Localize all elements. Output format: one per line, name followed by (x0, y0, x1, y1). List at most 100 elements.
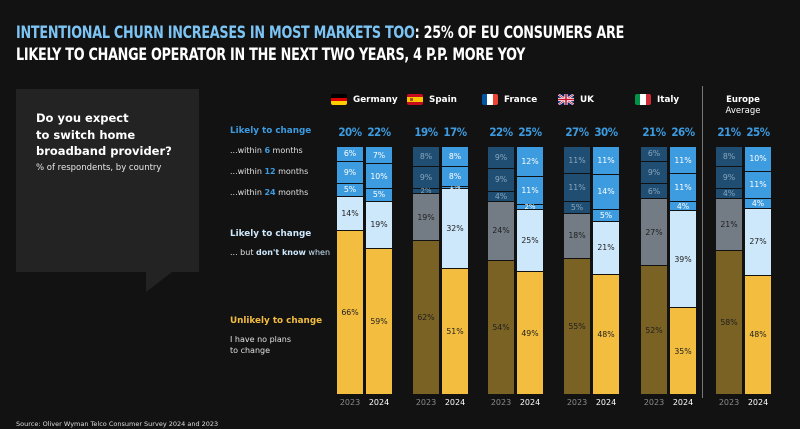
segment-value-label: 14% (341, 208, 359, 218)
country-label-germany: Germany (331, 94, 398, 105)
segment-unlikely: 59% (366, 247, 392, 394)
segment-value-label: 9% (647, 168, 661, 178)
flag-it-icon (635, 94, 651, 105)
segment-within-6: 7% (366, 146, 392, 164)
segment-within-12: 9% (413, 165, 439, 189)
likely-total-label: 17% (443, 125, 467, 139)
segment-within-24: 1% (442, 183, 468, 192)
segment-value-label: 54% (492, 323, 510, 333)
segment-value-label: 4% (751, 199, 765, 209)
segment-unlikely: 48% (745, 274, 771, 394)
segment-value-label: 11% (674, 155, 692, 165)
segment-dont-know: 39% (670, 210, 696, 308)
segment-within-12: 9% (337, 160, 363, 184)
page-title: INTENTIONAL CHURN INCREASES IN MOST MARK… (16, 22, 624, 66)
segment-within-12: 9% (716, 165, 742, 189)
segment-value-label: 32% (446, 223, 464, 233)
segment-dont-know: 32% (442, 188, 468, 268)
year-label: 2023 (490, 398, 512, 407)
segment-within-6: 11% (670, 146, 696, 174)
segment-value-label: 12% (521, 157, 539, 167)
country-label-italy: Italy (635, 94, 679, 105)
segment-within-24: 5% (593, 208, 619, 222)
question-line3: broadband provider? (36, 144, 172, 158)
segment-unlikely: 58% (716, 250, 742, 394)
segment-value-label: 19% (417, 212, 435, 222)
flag-es-icon (407, 94, 423, 105)
segment-within-24: 4% (745, 198, 771, 208)
segment-unlikely: 62% (413, 240, 439, 394)
segment-within-24: 2% (517, 202, 543, 211)
segment-value-label: 4% (494, 191, 508, 201)
segment-value-label: 2% (524, 202, 536, 211)
segment-value-label: 24% (492, 226, 510, 236)
legend-within-24: ...within 24 months (230, 188, 309, 197)
segment-within-24: 4% (716, 188, 742, 198)
segment-value-label: 8% (448, 171, 462, 181)
segment-value-label: 66% (341, 308, 359, 318)
segment-value-label: 11% (568, 182, 586, 192)
segment-within-6: 8% (413, 146, 439, 166)
segment-within-24: 5% (366, 188, 392, 201)
likely-total-label: 21% (642, 125, 666, 139)
segment-unlikely: 66% (337, 230, 363, 394)
legend-likely-head: Likely to change (230, 126, 312, 136)
question-text: Do you expect to switch home broadband p… (36, 110, 172, 160)
country-label-europe-average: Europe Average (725, 95, 761, 116)
segment-value-label: 10% (370, 171, 388, 181)
likely-total-label: 26% (671, 125, 695, 139)
country-name: Italy (657, 94, 680, 105)
question-line2: to switch home (36, 127, 136, 142)
segment-value-label: 1% (449, 183, 461, 192)
title-highlight: INTENTIONAL CHURN INCREASES IN MOST MARK… (16, 23, 415, 42)
segment-within-12: 11% (517, 176, 543, 204)
segment-value-label: 9% (494, 153, 508, 163)
legend-within-12: ...within 12 months (230, 167, 309, 176)
country-name: Germany (353, 94, 398, 105)
segment-value-label: 18% (568, 231, 586, 241)
flag-uk-icon (558, 94, 574, 105)
legend-dontknow-head: Likely to change (230, 229, 312, 239)
legend-unlikely-head: Unlikely to change (230, 316, 323, 326)
segment-value-label: 51% (446, 326, 464, 336)
segment-unlikely: 49% (517, 271, 543, 394)
legend-unlikely: I have no plans to change (230, 335, 292, 355)
likely-total-label: 19% (414, 125, 438, 139)
year-label: 2024 (444, 398, 466, 407)
segment-value-label: 10% (749, 154, 767, 164)
title-rest: : 25% OF EU CONSUMERS ARE (414, 23, 625, 42)
segment-value-label: 11% (749, 180, 767, 190)
year-label: 2023 (718, 398, 740, 407)
segment-within-12: 11% (670, 173, 696, 201)
likely-total-label: 20% (338, 125, 362, 139)
year-label: 2023 (566, 398, 588, 407)
segment-value-label: 11% (568, 155, 586, 165)
likely-total-label: 25% (518, 125, 542, 139)
segment-value-label: 39% (674, 254, 692, 264)
segment-value-label: 7% (372, 150, 386, 160)
segment-within-6: 6% (641, 146, 667, 161)
segment-dont-know: 18% (564, 212, 590, 258)
segment-value-label: 52% (645, 325, 663, 335)
segment-value-label: 8% (448, 151, 462, 161)
segment-within-24: 4% (670, 200, 696, 211)
segment-unlikely: 55% (564, 257, 590, 394)
segment-value-label: 9% (722, 172, 736, 182)
question-subtitle: % of respondents, by country (36, 163, 162, 173)
segment-value-label: 11% (674, 182, 692, 192)
segment-dont-know: 24% (488, 200, 514, 261)
legend-within-6: ...within 6 months (230, 146, 303, 155)
country-name: Spain (429, 94, 457, 105)
likely-total-label: 27% (565, 125, 589, 139)
year-label: 2024 (747, 398, 769, 407)
segment-unlikely: 52% (641, 265, 667, 394)
segment-within-24: 2% (413, 187, 439, 195)
segment-within-12: 9% (488, 168, 514, 191)
segment-dont-know: 21% (716, 198, 742, 251)
segment-value-label: 6% (343, 149, 357, 159)
question-bubble-tail (146, 272, 172, 292)
question-line1: Do you expect (36, 111, 129, 125)
question-bubble (16, 89, 199, 272)
segment-value-label: 49% (521, 328, 539, 338)
year-label: 2023 (339, 398, 361, 407)
